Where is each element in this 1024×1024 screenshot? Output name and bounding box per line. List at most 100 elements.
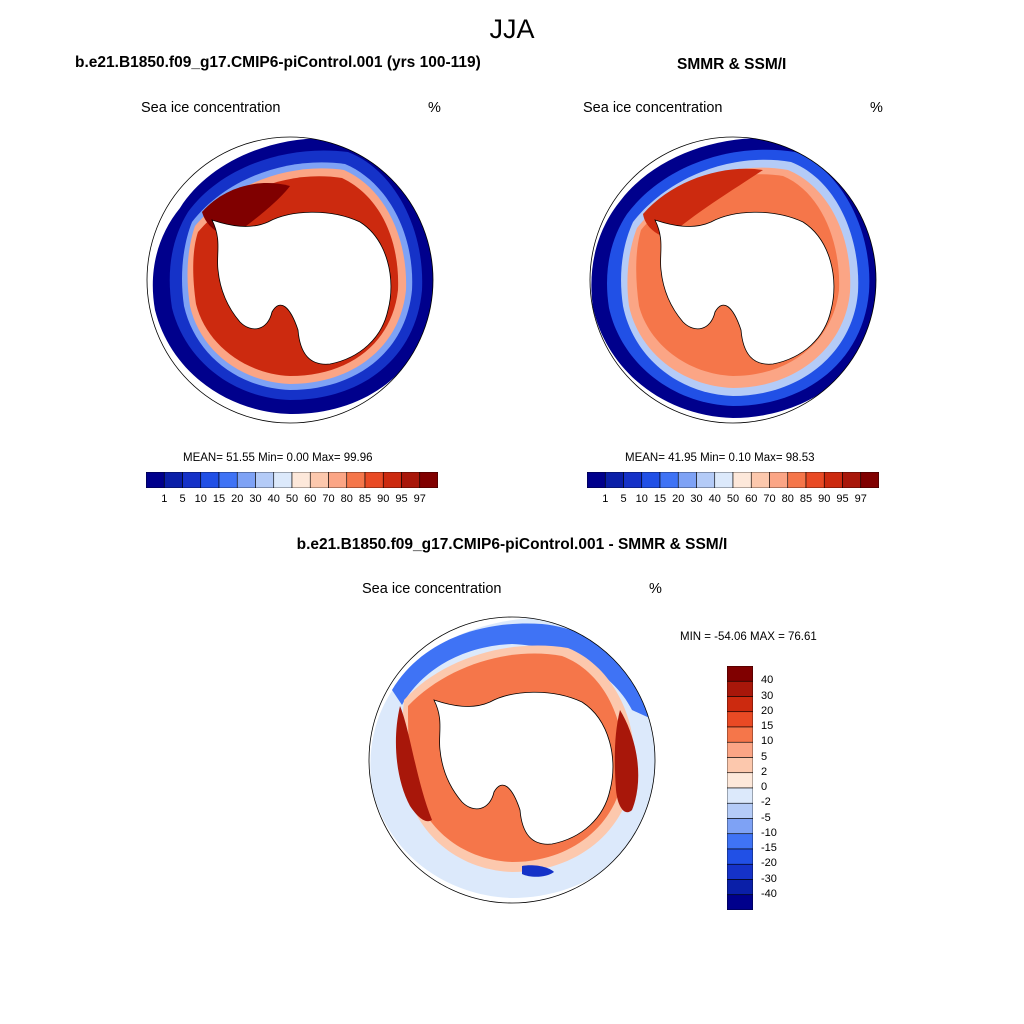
colorbar-swatch: [419, 472, 438, 488]
colorbar-tick-label: 5: [620, 493, 627, 505]
diff-blue-top: [392, 623, 654, 720]
left-units-label: %: [428, 100, 441, 116]
colorbar-swatch: [727, 680, 753, 697]
colorbar-tick-label: 40: [708, 493, 721, 505]
colorbar-tick-label: 40: [267, 493, 280, 505]
colorbar-swatch: [750, 472, 770, 488]
colorbar-swatch: [273, 472, 293, 488]
colorbar-tick-label: 15: [761, 720, 774, 732]
panel-right-title: SMMR & SSM/I: [677, 56, 787, 73]
colorbar-swatch: [623, 472, 643, 488]
colorbar-tick-label: 20: [672, 493, 685, 505]
colorbar-tick-label: 1: [161, 493, 168, 505]
colorbar-swatch: [787, 472, 807, 488]
colorbar-swatch: [727, 772, 753, 789]
left-colorbar-labels: 1 5 10 15 20 30 40 50 60 70 80 85 90 95 97: [146, 493, 438, 507]
colorbar-tick-label: 20: [761, 704, 774, 717]
right-variable-label: Sea ice concentration: [583, 100, 723, 116]
diff-antarctica: [433, 691, 614, 845]
diff-darkred-left: [395, 706, 432, 822]
right-colorbar: [587, 472, 879, 488]
colorbar-tick-label: 80: [781, 493, 794, 505]
colorbar-swatch: [309, 472, 329, 488]
colorbar-swatch: [727, 696, 753, 713]
left-antarctica: [211, 211, 392, 365]
colorbar-tick-label: 40: [761, 674, 774, 687]
colorbar-swatch: [587, 472, 606, 488]
colorbar-tick-label: 90: [377, 493, 390, 505]
colorbar-tick-label: 0: [761, 781, 768, 793]
colorbar-tick-label: -5: [761, 811, 771, 824]
colorbar-swatch: [727, 818, 753, 835]
colorbar-tick-label: 85: [799, 493, 813, 505]
colorbar-tick-label: 20: [231, 493, 244, 505]
colorbar-swatch: [727, 894, 753, 910]
right-ice-red: [643, 168, 763, 238]
colorbar-tick-label: 30: [690, 493, 703, 505]
colorbar-swatch: [677, 472, 697, 488]
colorbar-swatch: [727, 711, 753, 728]
colorbar-swatch: [218, 472, 238, 488]
colorbar-swatch: [364, 472, 384, 488]
panel-left-title: b.e21.B1850.f09_g17.CMIP6-piControl.001 …: [75, 54, 481, 71]
colorbar-swatch: [346, 472, 366, 488]
colorbar-tick-label: -20: [761, 857, 777, 870]
colorbar-swatch: [401, 472, 421, 488]
colorbar-tick-label: 60: [745, 493, 758, 505]
colorbar-tick-label: 80: [340, 493, 353, 505]
colorbar-tick-label: 5: [761, 750, 768, 763]
colorbar-swatch: [823, 472, 843, 488]
right-stats: MEAN= 41.95 Min= 0.10 Max= 98.53: [625, 452, 815, 464]
colorbar-swatch: [860, 472, 879, 488]
left-map: [146, 136, 434, 424]
colorbar-tick-label: 97: [413, 493, 426, 505]
right-map: [589, 136, 877, 424]
colorbar-swatch: [727, 802, 753, 819]
colorbar-swatch: [255, 472, 275, 488]
colorbar-tick-label: 15: [653, 493, 667, 505]
colorbar-swatch: [714, 472, 734, 488]
colorbar-tick-label: 50: [726, 493, 740, 505]
colorbar-tick-label: 90: [818, 493, 831, 505]
diff-stats: MIN = -54.06 MAX = 76.61: [680, 631, 817, 643]
colorbar-tick-label: 95: [836, 493, 849, 505]
colorbar-tick-label: -2: [761, 796, 771, 809]
left-stats: MEAN= 51.55 Min= 0.00 Max= 99.96: [183, 452, 373, 464]
panel-diff-title: b.e21.B1850.f09_g17.CMIP6-piControl.001 …: [296, 536, 728, 553]
figure-title: JJA: [489, 14, 535, 44]
colorbar-swatch: [146, 472, 165, 488]
colorbar-swatch: [291, 472, 311, 488]
colorbar-swatch: [727, 848, 753, 865]
colorbar-swatch: [727, 726, 753, 743]
colorbar-swatch: [727, 757, 753, 774]
colorbar-tick-label: 10: [761, 735, 774, 748]
left-colorbar: [146, 472, 438, 488]
colorbar-tick-label: 95: [395, 493, 408, 505]
colorbar-tick-label: 60: [304, 493, 317, 505]
right-colorbar-labels: 1 5 10 15 20 30 40 50 60 70 80 85 90 95 97: [587, 493, 879, 507]
diff-colorbar: [727, 666, 753, 910]
diff-colorbar-labels: 40 30 20 15 10 5 2 0 -2 -5 -10 -15 -20 -30 -40: [757, 666, 797, 910]
colorbar-swatch: [659, 472, 679, 488]
colorbar-tick-label: 1: [602, 493, 609, 505]
colorbar-tick-label: 2: [761, 765, 768, 778]
colorbar-tick-label: 30: [761, 689, 774, 702]
left-variable-label: Sea ice concentration: [141, 100, 281, 116]
colorbar-swatch: [382, 472, 402, 488]
right-antarctica: [654, 211, 835, 365]
colorbar-swatch: [328, 472, 348, 488]
colorbar-tick-label: 30: [249, 493, 262, 505]
colorbar-swatch: [727, 741, 753, 758]
colorbar-swatch: [641, 472, 661, 488]
colorbar-swatch: [727, 879, 753, 896]
colorbar-swatch: [732, 472, 752, 488]
colorbar-swatch: [769, 472, 789, 488]
colorbar-swatch: [842, 472, 862, 488]
colorbar-swatch: [727, 666, 753, 682]
diff-blue-bottom: [522, 865, 554, 877]
colorbar-swatch: [163, 472, 183, 488]
colorbar-tick-label: 50: [285, 493, 299, 505]
colorbar-swatch: [182, 472, 202, 488]
diff-variable-label: Sea ice concentration: [362, 581, 502, 597]
colorbar-swatch: [727, 833, 753, 850]
